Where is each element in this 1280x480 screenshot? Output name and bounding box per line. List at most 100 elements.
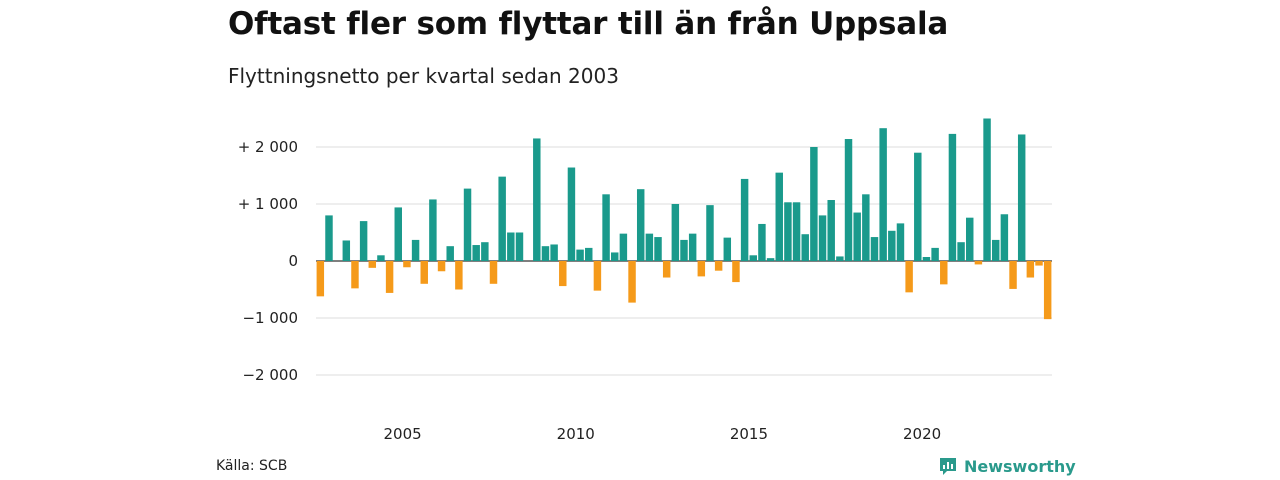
- x-tick-label: 2010: [557, 425, 595, 443]
- bar-positive: [411, 239, 420, 261]
- bar-positive: [766, 258, 775, 261]
- bar-positive: [844, 139, 853, 261]
- bar-negative: [1035, 261, 1043, 266]
- bar-positive: [619, 233, 628, 261]
- x-tick-label: 2005: [383, 425, 421, 443]
- bar-positive: [481, 242, 489, 261]
- source-note: Källa: SCB: [216, 458, 288, 474]
- bar-positive: [533, 138, 541, 261]
- y-tick-label: 0: [288, 252, 298, 270]
- chart-subtitle: Flyttningsnetto per kvartal sedan 2003: [228, 64, 619, 88]
- bar-positive: [550, 244, 558, 261]
- bar-negative: [420, 261, 428, 284]
- bar-positive: [888, 230, 896, 261]
- bar-negative: [732, 261, 740, 283]
- bar-positive: [394, 207, 402, 261]
- bars: [316, 118, 1052, 320]
- bar-positive: [801, 234, 809, 261]
- y-tick-label: −2 000: [242, 366, 298, 384]
- bar-positive: [611, 252, 619, 261]
- bar-positive: [740, 178, 749, 261]
- bar-negative: [351, 261, 359, 289]
- bar-positive: [636, 189, 645, 261]
- bar-positive: [853, 212, 861, 261]
- brand-logo[interactable]: Newsworthy: [938, 456, 1076, 476]
- bar-negative: [455, 261, 463, 290]
- bar-positive: [983, 118, 991, 261]
- bar-positive: [680, 239, 688, 261]
- bar-negative: [316, 261, 325, 297]
- newsworthy-logo-icon: [940, 458, 956, 475]
- chart-title: Oftast fler som flyttar till än från Upp…: [228, 6, 949, 42]
- bar-positive: [342, 240, 351, 261]
- bar-negative: [1026, 261, 1035, 278]
- bar-positive: [723, 237, 732, 261]
- bar-positive: [472, 245, 480, 261]
- bar-negative: [628, 261, 636, 303]
- bar-positive: [1017, 134, 1026, 261]
- bar-negative: [437, 261, 446, 272]
- bar-positive: [602, 194, 610, 261]
- x-tick-label: 2015: [730, 425, 768, 443]
- y-tick-label: −1 000: [242, 309, 298, 327]
- bar-positive: [688, 233, 697, 261]
- bar-positive: [957, 242, 965, 261]
- bar-positive: [576, 249, 584, 261]
- bar-negative: [974, 261, 983, 265]
- bar-positive: [914, 152, 922, 261]
- bar-chart: + 2 000 + 1 000 0 −1 000 −2 000 2005 2010 2015 2…: [238, 118, 1052, 443]
- bar-positive: [948, 133, 957, 261]
- bar-negative: [905, 261, 913, 293]
- bar-positive: [818, 215, 827, 261]
- bar-positive: [784, 202, 792, 261]
- y-tick-label: + 2 000: [238, 138, 298, 156]
- bar-positive: [498, 176, 506, 261]
- bar-positive: [429, 199, 437, 261]
- bar-positive: [507, 232, 515, 261]
- bar-positive: [862, 194, 870, 261]
- bar-positive: [377, 255, 385, 261]
- bar-positive: [810, 147, 818, 261]
- bar-positive: [749, 255, 757, 261]
- bar-positive: [671, 204, 680, 261]
- bar-negative: [593, 261, 602, 291]
- bar-positive: [836, 256, 844, 261]
- bar-positive: [991, 239, 1000, 261]
- bar-positive: [896, 223, 905, 261]
- bar-positive: [515, 232, 524, 261]
- bar-positive: [645, 233, 654, 261]
- y-tick-label: + 1 000: [238, 195, 298, 213]
- x-tick-label: 2020: [903, 425, 941, 443]
- bar-negative: [489, 261, 498, 284]
- bar-negative: [662, 261, 671, 278]
- bar-positive: [463, 188, 472, 261]
- bar-positive: [792, 202, 801, 261]
- bar-positive: [541, 246, 550, 261]
- axis-labels: + 2 000 + 1 000 0 −1 000 −2 000 2005 2010 2015 2…: [238, 138, 941, 443]
- bar-positive: [654, 237, 662, 261]
- bar-positive: [706, 205, 714, 261]
- bar-positive: [359, 221, 368, 261]
- brand-name: Newsworthy: [964, 456, 1076, 476]
- bar-negative: [940, 261, 948, 285]
- bar-positive: [879, 128, 887, 261]
- bar-positive: [827, 200, 835, 261]
- bar-negative: [385, 261, 394, 293]
- bar-negative: [368, 261, 377, 268]
- bar-positive: [567, 167, 576, 261]
- bar-positive: [1000, 214, 1009, 261]
- bar-positive: [585, 247, 593, 261]
- bar-negative: [403, 261, 411, 268]
- bar-positive: [446, 246, 454, 261]
- bar-negative: [1043, 261, 1052, 320]
- bar-positive: [931, 247, 939, 261]
- bar-negative: [714, 261, 723, 271]
- bar-negative: [1009, 261, 1017, 289]
- bar-positive: [775, 172, 783, 261]
- bar-positive: [325, 215, 333, 261]
- bar-positive: [966, 217, 974, 261]
- bar-positive: [870, 237, 879, 261]
- bar-negative: [697, 261, 706, 277]
- bar-positive: [922, 257, 931, 261]
- bar-negative: [559, 261, 567, 287]
